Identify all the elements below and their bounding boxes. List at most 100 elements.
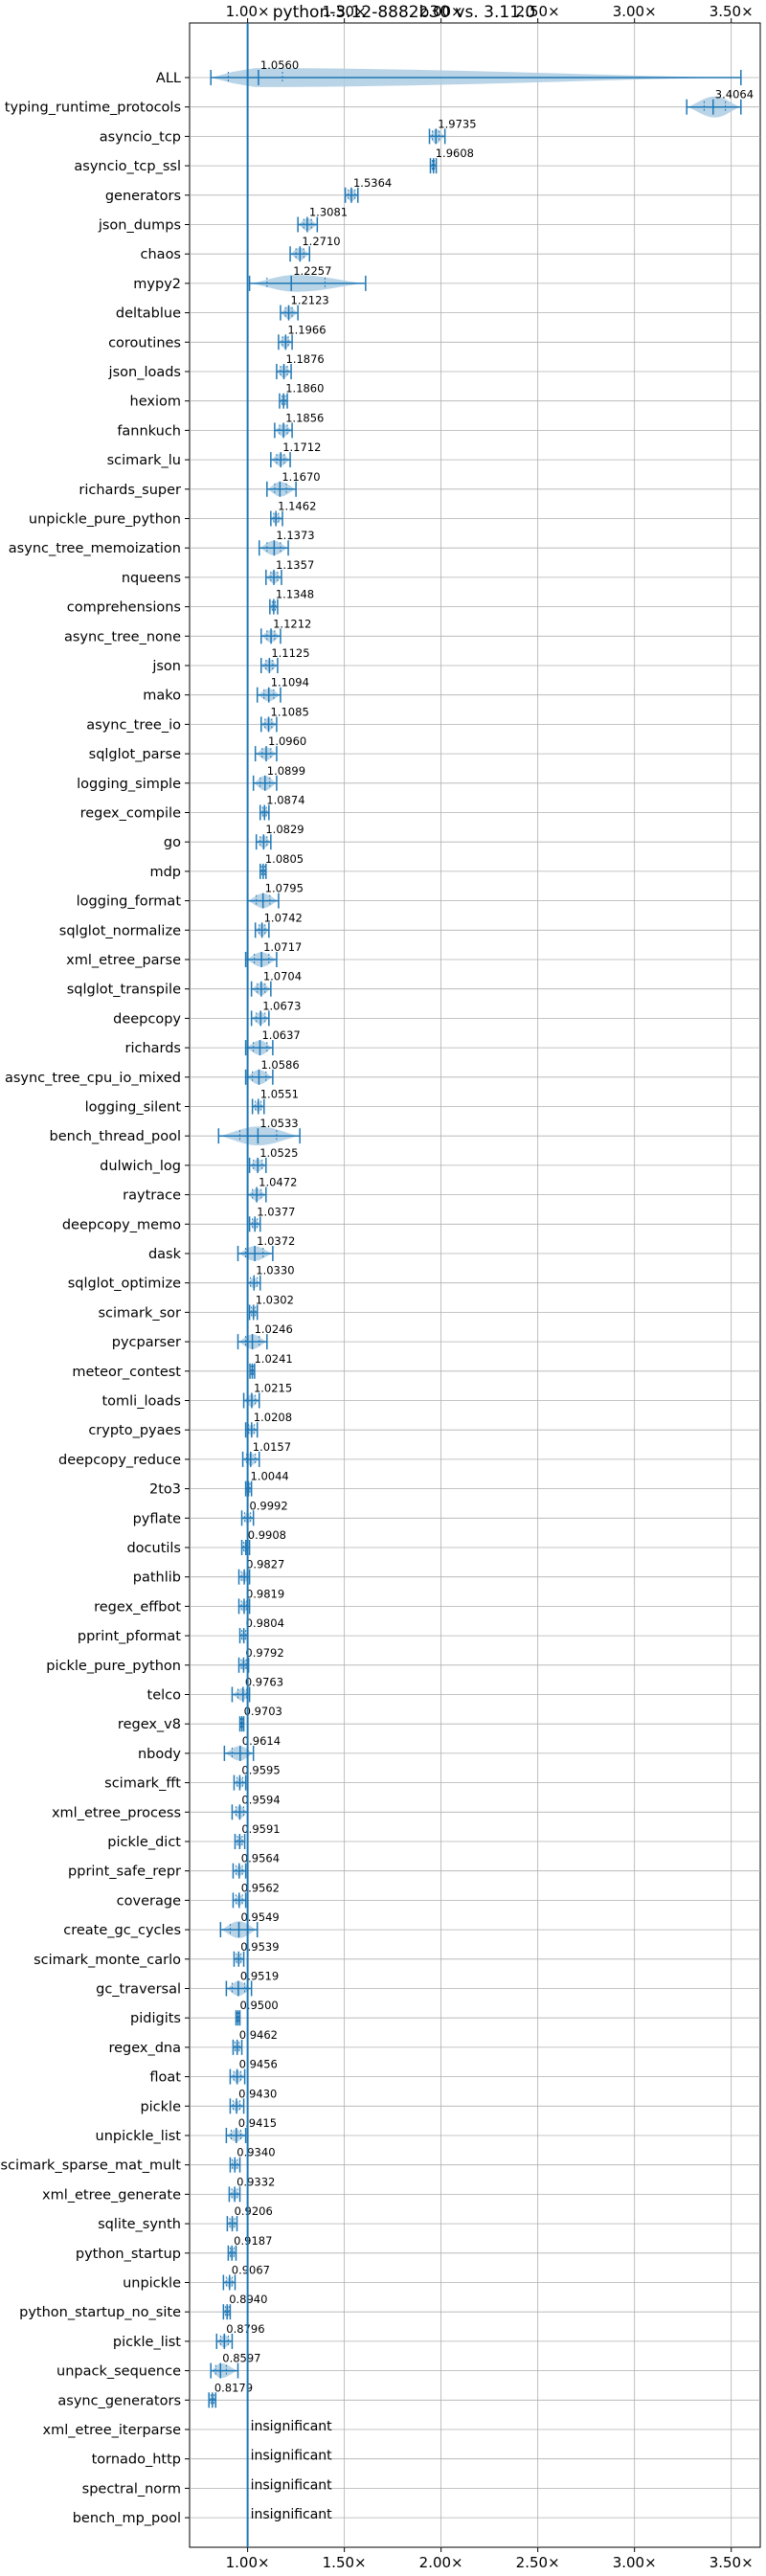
- benchmark-row: deepcopy_reduce 1.0157: [58, 1440, 760, 1468]
- benchmark-row: pycparser 1.0246: [112, 1322, 760, 1350]
- benchmark-row: pickle_dict 0.9591: [107, 1822, 760, 1850]
- x-tick-label-top: 1.50×: [323, 3, 367, 20]
- value-label: 0.8796: [226, 2322, 264, 2336]
- benchmark-row: gc_traversal 0.9519: [96, 1970, 760, 1998]
- value-label: 1.1085: [271, 705, 309, 718]
- benchmark-name: meteor_contest: [72, 1365, 181, 1380]
- benchmark-name: tornado_http: [92, 2452, 181, 2468]
- benchmark-name: nqueens: [122, 571, 181, 586]
- benchmark-name: regex_effbot: [94, 1599, 181, 1615]
- x-tick-label-bottom: 1.00×: [226, 2554, 270, 2571]
- benchmark-name: ALL: [156, 71, 181, 86]
- benchmark-row: logging_simple 1.0899: [77, 764, 760, 792]
- benchmark-name: deepcopy_reduce: [58, 1453, 181, 1468]
- x-axis-ticks: 1.00× 1.00× 1.50× 1.50× 2.00× 2.00× 2.50× 2.50×…: [226, 3, 754, 2571]
- value-label: 0.9591: [241, 1822, 280, 1836]
- value-label: 1.9735: [438, 117, 476, 130]
- benchmark-row: deepcopy 1.0673: [113, 999, 760, 1027]
- benchmark-row: richards_super 1.1670: [79, 470, 760, 498]
- benchmark-row: async_tree_none 1.1212: [64, 617, 760, 644]
- value-label: 1.1856: [285, 411, 324, 424]
- x-tick-label-top: 3.00×: [613, 3, 657, 20]
- x-tick-label-bottom: 1.50×: [323, 2554, 367, 2571]
- value-label: 1.1860: [285, 382, 324, 395]
- benchmark-row: xml_etree_iterparse insignificant: [43, 2419, 760, 2438]
- benchmark-name: dask: [148, 1247, 182, 1262]
- value-label: 0.9564: [241, 1852, 280, 1865]
- benchmark-row: pidigits 0.9500: [130, 1999, 760, 2026]
- value-label: 1.2123: [291, 294, 329, 307]
- value-label: 0.8597: [222, 2352, 260, 2365]
- benchmark-row: python_startup 0.9187: [76, 2234, 760, 2262]
- benchmark-row: python_startup_no_site0.8940: [19, 2293, 760, 2320]
- insignificant-label: insignificant: [251, 2449, 333, 2464]
- value-label: 0.9519: [240, 1970, 279, 1983]
- value-label: 0.8179: [214, 2381, 253, 2394]
- value-label: 1.0302: [256, 1293, 294, 1306]
- benchmark-name: python_startup: [76, 2247, 181, 2262]
- benchmark-row: regex_dna 0.9462: [108, 2028, 760, 2056]
- benchmark-name: comprehensions: [67, 600, 181, 616]
- benchmark-name: async_tree_cpu_io_mixed: [5, 1071, 181, 1086]
- benchmark-name: dulwich_log: [100, 1159, 181, 1174]
- value-label: 0.9792: [245, 1646, 283, 1660]
- value-label: 0.9500: [240, 1999, 279, 2012]
- benchmark-row: spectral_norm insignificant: [82, 2477, 760, 2497]
- benchmark-row: logging_silent 1.0551: [85, 1088, 760, 1116]
- benchmark-row: dask 1.0372: [148, 1234, 760, 1262]
- value-label: 0.9206: [235, 2204, 273, 2218]
- benchmark-row: async_tree_io 1.1085: [86, 705, 760, 733]
- benchmark-row: async_tree_cpu_io_mixed 1.0586: [5, 1058, 760, 1086]
- insignificant-label: insignificant: [251, 2419, 333, 2434]
- benchmark-name: pprint_safe_repr: [68, 1864, 181, 1880]
- benchmark-row: telco 0.9763: [147, 1676, 760, 1704]
- benchmark-name: regex_compile: [80, 806, 181, 822]
- value-label: 1.9608: [436, 147, 474, 160]
- value-label: 1.0704: [263, 970, 302, 983]
- benchmark-row: ALL 1.0560: [156, 58, 760, 87]
- value-label: 1.0472: [259, 1176, 297, 1189]
- value-label: 0.9187: [234, 2234, 272, 2248]
- value-label: 1.1462: [278, 500, 316, 513]
- benchmark-name: typing_runtime_protocols: [5, 101, 181, 116]
- benchmark-name: async_generators: [57, 2393, 181, 2408]
- value-label: 1.0586: [260, 1058, 299, 1072]
- benchmark-row: scimark_sor 1.0302: [98, 1293, 760, 1321]
- grid-lines: [247, 23, 732, 2547]
- value-label: 0.9992: [249, 1499, 287, 1512]
- benchmark-name: hexiom: [130, 395, 181, 410]
- benchmark-name: gc_traversal: [96, 1982, 181, 1998]
- value-label: 1.0717: [263, 940, 302, 954]
- value-label: 0.9539: [240, 1940, 279, 1954]
- value-label: 1.0241: [254, 1352, 292, 1366]
- plot-frame: [189, 22, 761, 2548]
- benchmark-row: nbody 0.9614: [138, 1734, 760, 1762]
- value-label: 1.0874: [266, 794, 304, 807]
- benchmark-name: chaos: [141, 247, 181, 262]
- x-tick-label-bottom: 3.50×: [710, 2554, 754, 2571]
- benchmark-name: unpack_sequence: [56, 2364, 181, 2380]
- value-label: 1.2257: [293, 264, 331, 278]
- value-label: 1.0673: [262, 999, 301, 1012]
- value-label: 1.0805: [265, 852, 304, 866]
- benchmark-row: mako 1.1094: [143, 676, 760, 704]
- value-label: 0.9827: [246, 1558, 284, 1571]
- benchmark-name: regex_v8: [118, 1717, 181, 1732]
- benchmark-name: json_dumps: [98, 218, 181, 234]
- value-label: 1.1966: [287, 323, 326, 336]
- benchmark-name: scimark_sparse_mat_mult: [1, 2158, 182, 2174]
- x-tick-label-bottom: 2.00×: [419, 2554, 463, 2571]
- benchmark-row: sqlglot_normalize 1.0742: [59, 911, 760, 938]
- benchmark-row: json 1.1125: [151, 646, 760, 674]
- benchmark-row: go 1.0829: [164, 823, 760, 850]
- benchmark-row: meteor_contest 1.0241: [72, 1352, 760, 1380]
- benchmark-row: async_tree_memoization 1.1373: [9, 529, 760, 556]
- benchmark-name: float: [149, 2070, 181, 2086]
- benchmark-name: pickle_pure_python: [46, 1659, 181, 1674]
- benchmark-row: pickle 0.9430: [140, 2087, 760, 2114]
- benchmark-row: scimark_sparse_mat_mult 0.9340: [1, 2146, 760, 2174]
- value-label: 3.4064: [715, 88, 754, 102]
- benchmark-name: async_tree_memoization: [9, 541, 181, 556]
- value-label: 1.0533: [259, 1117, 298, 1130]
